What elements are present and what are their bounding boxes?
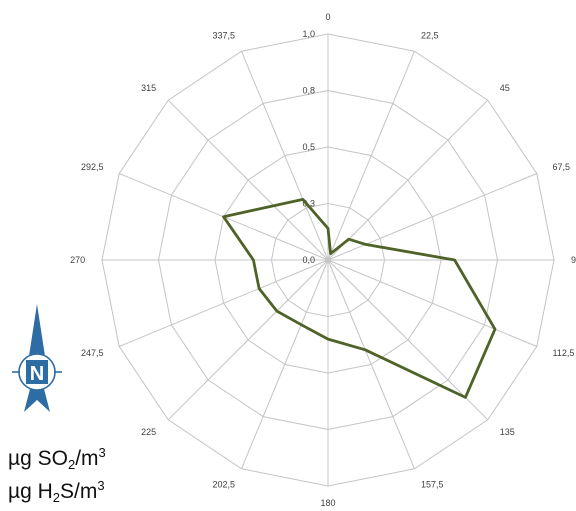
direction-label: 202,5	[212, 480, 235, 490]
grid-spoke	[327, 259, 415, 469]
direction-label: 157,5	[421, 480, 444, 490]
series-point	[364, 348, 367, 351]
series-point	[252, 258, 255, 262]
direction-label: 292,5	[81, 162, 104, 172]
unit-so2-subscript: 2	[67, 457, 76, 472]
unit-h2s-superscript: 3	[97, 478, 105, 493]
grid-spoke	[327, 99, 489, 261]
series-point	[326, 227, 330, 230]
grid-spoke	[327, 51, 415, 261]
north-letter: N	[30, 363, 44, 385]
ring-tick-label: 0,5	[302, 142, 315, 152]
grid-spoke	[327, 173, 537, 261]
direction-label: 135	[500, 427, 515, 437]
ring-tick-label: 1,0	[302, 29, 315, 39]
series-point	[300, 323, 303, 326]
unit-h2s-base: µg H	[8, 480, 53, 503]
series-point	[347, 238, 350, 241]
series-point	[257, 287, 261, 290]
direction-label: 90	[571, 255, 576, 265]
direction-label: 315	[141, 83, 156, 93]
direction-label: 67,5	[553, 162, 571, 172]
series-point	[364, 243, 367, 246]
grid-spoke	[327, 259, 537, 347]
grid-spoke	[327, 259, 489, 421]
north-arrow-upper	[29, 304, 45, 362]
direction-label: 22,5	[421, 31, 439, 41]
radar-grid	[101, 33, 555, 487]
series-layer	[222, 197, 497, 399]
unit-so2-base: µg SO	[8, 447, 68, 470]
unit-label-so2: µg SO2/m3	[8, 445, 106, 472]
series-point	[272, 204, 275, 207]
direction-label: 247,5	[81, 348, 104, 358]
grid-spoke	[241, 259, 329, 469]
series-point	[301, 198, 305, 201]
direction-label: 0	[325, 12, 330, 22]
direction-label: 225	[141, 427, 156, 437]
direction-label: 337,5	[212, 31, 235, 41]
unit-so2-superscript: 3	[98, 445, 106, 460]
unit-h2s-subscript: 2	[52, 490, 61, 505]
series-point	[493, 328, 497, 331]
grid-spoke	[241, 51, 329, 261]
unit-label-h2s: µg H2S/m3	[8, 478, 105, 505]
north-letter-box	[26, 360, 48, 384]
ring-tick-label: 0,8	[302, 86, 315, 96]
grid-spoke	[167, 259, 329, 421]
ring-tick-label: 0,0	[302, 255, 315, 265]
ring-tick-label: 0,3	[302, 199, 315, 209]
series-point	[453, 258, 456, 262]
unit-so2-denominator: /m	[75, 447, 99, 470]
unit-h2s-denominator: S/m	[60, 480, 98, 503]
direction-label: 180	[320, 498, 335, 508]
series-point	[222, 215, 225, 218]
direction-label: 270	[70, 255, 85, 265]
north-arrow-icon: N	[12, 304, 62, 412]
direction-labels: 0 22,5 45 67,5 90 112,5 135 157,5 180 202,5 225 247…	[70, 12, 576, 508]
series-point	[275, 309, 279, 313]
ring-labels: 0,0 0,3 0,5 0,8 1,0	[302, 29, 315, 265]
series-point	[329, 252, 332, 255]
series-point	[464, 396, 467, 399]
grid-spoke	[119, 259, 329, 347]
direction-label: 112,5	[553, 348, 575, 358]
series-point	[326, 337, 330, 341]
direction-label: 45	[500, 83, 510, 93]
grid-spoke	[167, 99, 329, 261]
